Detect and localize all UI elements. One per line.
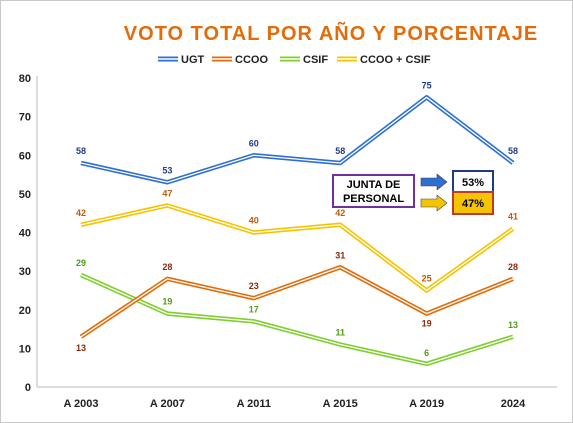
annotation-label-line1: JUNTA DE [347,179,401,191]
y-tick-label: 80 [19,73,31,85]
legend-label: UGT [181,54,205,66]
y-tick-label: 30 [19,266,31,278]
data-label: 13 [508,320,518,330]
data-label: 42 [76,208,86,218]
annotation-arrow [420,173,448,191]
data-label: 75 [422,80,432,90]
series-line [80,272,514,367]
data-label: 28 [508,262,518,272]
data-label: 47 [162,188,172,198]
y-tick-label: 0 [25,382,31,394]
data-label: 28 [162,262,172,272]
data-label: 29 [76,258,86,268]
data-label: 19 [422,319,432,329]
x-tick-label: A 2015 [323,398,358,410]
data-label: 11 [335,328,345,338]
legend-label: CCOO + CSIF [360,54,431,66]
annotation-value: 53% [462,177,484,189]
data-label: 23 [249,281,259,291]
data-label: 58 [76,146,86,156]
annotation-label-line2: PERSONAL [343,193,404,205]
annotation-value-box [452,191,494,215]
data-label: 19 [162,297,172,307]
annotation-arrow [420,194,448,212]
legend-label: CSIF [303,54,328,66]
junta-annotation: JUNTA DE PERSONAL 53% 47% [332,170,494,215]
x-tick-label: 2024 [501,398,526,410]
y-tick-label: 40 [19,228,31,240]
data-label: 41 [508,212,518,222]
data-label: 13 [76,343,86,353]
legend-label: CCOO [235,54,268,66]
data-label: 42 [335,208,345,218]
y-tick-label: 60 [19,150,31,162]
series-line [80,95,515,185]
series-line-core [80,266,514,338]
series-line-core [80,204,514,292]
y-tick-label: 70 [19,112,31,124]
x-tick-label: A 2019 [409,398,444,410]
chart-title: VOTO TOTAL POR AÑO Y PORCENTAJE [124,22,538,45]
data-label: 60 [249,138,259,148]
axes: 0 10 20 30 40 50 60 70 80 A 2003 A 2007 A 2011 A 201… [19,73,557,410]
data-label: 40 [249,216,259,226]
data-label: 25 [422,273,432,283]
data-label: 53 [162,165,172,175]
x-tick-label: A 2007 [150,398,185,410]
data-label: 6 [424,348,429,358]
y-tick-label: 20 [19,305,31,317]
series-lines [79,95,515,367]
x-tick-label: A 2003 [63,398,98,410]
data-label: 17 [249,304,259,314]
data-label: 31 [335,250,345,260]
y-tick-label: 50 [19,189,31,201]
series-line [80,203,515,293]
series-line-core [80,96,514,183]
annotation-label-box [332,174,415,208]
data-labels: 58 53 60 58 75 58 13 28 23 31 19 28 29 19 17 11 6 13 42 47 4… [76,80,518,358]
series-line-core [80,274,514,365]
data-label: 58 [335,146,345,156]
x-tick-label: A 2011 [237,398,271,410]
legend: UGT CCOO CSIF CCOO + CSIF [158,54,431,66]
y-tick-label: 10 [19,343,31,355]
data-label: 58 [508,146,518,156]
annotation-value: 47% [462,198,484,210]
